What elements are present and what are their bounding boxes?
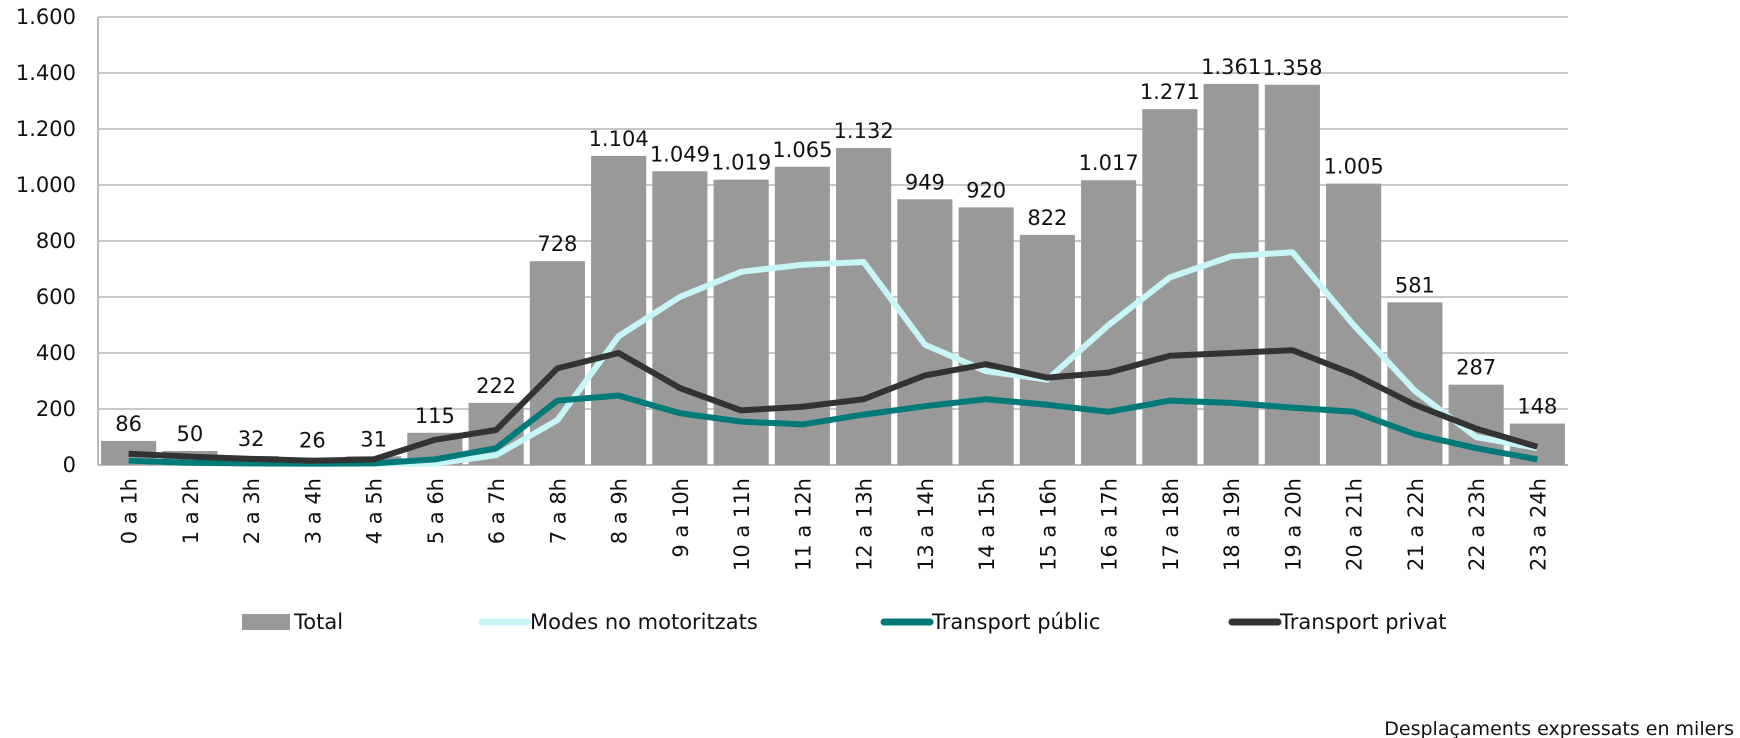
x-tick-label: 12 a 13h: [853, 478, 877, 571]
x-tick-label: 9 a 10h: [669, 478, 693, 558]
data-label: 1.361: [1201, 55, 1261, 79]
data-label: 1.019: [711, 151, 771, 175]
y-tick-label: 600: [36, 285, 76, 309]
x-tick-label: 11 a 12h: [791, 478, 815, 571]
x-tick-label: 16 a 17h: [1098, 478, 1122, 571]
legend-label: Transport privat: [1279, 610, 1447, 634]
data-label: 1.005: [1324, 155, 1384, 179]
x-tick-label: 5 a 6h: [424, 478, 448, 544]
x-tick-label: 14 a 15h: [975, 478, 999, 571]
data-label: 1.065: [772, 138, 832, 162]
data-label: 728: [537, 232, 577, 256]
legend-label: Transport públic: [931, 610, 1100, 634]
x-tick-label: 23 a 24h: [1526, 478, 1550, 571]
bar: [958, 207, 1014, 465]
data-label: 86: [115, 412, 142, 436]
data-label: 1.358: [1262, 56, 1322, 80]
y-tick-label: 1.400: [16, 61, 76, 85]
data-label: 581: [1395, 273, 1435, 297]
x-tick-label: 2 a 3h: [240, 478, 264, 544]
data-label: 31: [360, 427, 387, 451]
legend-swatch: [242, 614, 290, 630]
data-label: 148: [1517, 395, 1557, 419]
legend-label: Modes no motoritzats: [530, 610, 758, 634]
x-tick-label: 13 a 14h: [914, 478, 938, 571]
x-tick-label: 17 a 18h: [1159, 478, 1183, 571]
x-tick-label: 7 a 8h: [546, 478, 570, 544]
data-label: 50: [177, 422, 204, 446]
bar: [591, 155, 647, 465]
note: Desplaçaments expressats en milers: [1384, 718, 1734, 738]
x-tick-label: 6 a 7h: [485, 478, 509, 544]
data-label: 1.271: [1140, 80, 1200, 104]
x-tick-label: 4 a 5h: [363, 478, 387, 544]
bar: [652, 171, 708, 465]
y-tick-label: 1.600: [16, 5, 76, 29]
data-label: 1.017: [1079, 151, 1139, 175]
line: [128, 347, 1539, 464]
data-label: 1.049: [650, 142, 710, 166]
bar: [1142, 109, 1198, 466]
x-tick-label: 10 a 11h: [730, 478, 754, 571]
data-label: 222: [476, 374, 516, 398]
data-label: 32: [238, 427, 265, 451]
bar: [1203, 83, 1259, 466]
data-label: 115: [415, 404, 455, 428]
y-tick-label: 0: [63, 453, 76, 477]
bar: [1019, 234, 1075, 465]
data-label: 949: [905, 170, 945, 194]
x-tick-label: 20 a 21h: [1343, 478, 1367, 571]
x-tick-label: 18 a 19h: [1220, 478, 1244, 571]
x-tick-label: 22 a 23h: [1465, 478, 1489, 571]
x-tick-label: 0 a 1h: [118, 478, 142, 544]
data-label: 287: [1456, 356, 1496, 380]
bar: [897, 199, 953, 465]
y-tick-label: 400: [36, 341, 76, 365]
y-tick-label: 200: [36, 397, 76, 421]
y-tick-label: 1.200: [16, 117, 76, 141]
data-label: 1.104: [589, 127, 649, 151]
x-tick-label: 15 a 16h: [1036, 478, 1060, 571]
data-label: 822: [1027, 206, 1067, 230]
data-label: 1.132: [834, 119, 894, 143]
data-label: 920: [966, 178, 1006, 202]
x-tick-label: 19 a 20h: [1281, 478, 1305, 571]
y-tick-label: 800: [36, 229, 76, 253]
y-tick-label: 1.000: [16, 173, 76, 197]
legend-label: Total: [293, 610, 343, 634]
x-tick-label: 3 a 4h: [301, 478, 325, 544]
data-label: 26: [299, 429, 326, 453]
x-tick-label: 1 a 2h: [179, 478, 203, 544]
x-tick-label: 8 a 9h: [608, 478, 632, 544]
line: [128, 392, 1538, 467]
x-tick-label: 21 a 22h: [1404, 478, 1428, 571]
bar: [774, 166, 830, 466]
